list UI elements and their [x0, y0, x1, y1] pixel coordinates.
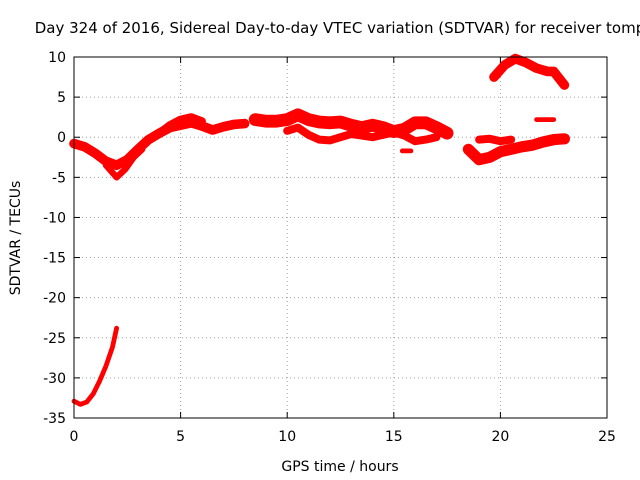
x-tick-label: 15 — [385, 429, 403, 445]
plot-frame — [73, 56, 608, 419]
x-tick-label: 5 — [176, 429, 185, 445]
y-tick-label: -25 — [43, 331, 66, 347]
y-tick-label: -5 — [52, 170, 66, 186]
grid — [74, 57, 607, 418]
y-tick-label: -30 — [43, 371, 66, 387]
series-track-c-dip — [102, 146, 146, 181]
x-tick-label: 0 — [70, 429, 79, 445]
y-tick-label: -10 — [43, 210, 66, 226]
y-tick-label: 5 — [57, 90, 66, 106]
x-axis-label: GPS time / hours — [281, 459, 398, 475]
y-tick-label: 10 — [48, 50, 66, 66]
y-tick-label: 0 — [57, 130, 66, 146]
series-track-g-upper-right — [489, 53, 570, 90]
x-tick-label: 20 — [491, 429, 509, 445]
y-tick-label: -15 — [43, 251, 66, 267]
x-tick-label: 25 — [598, 429, 616, 445]
series-track-d-upper — [155, 113, 206, 138]
y-axis-label: SDTVAR / TECUs — [8, 181, 24, 296]
data-series — [69, 53, 570, 407]
series-track-h-late — [462, 133, 570, 166]
y-tick-label: -20 — [43, 291, 66, 307]
series-track-e-mid — [248, 108, 454, 140]
chart-title: Day 324 of 2016, Sidereal Day-to-day VTE… — [35, 19, 640, 37]
series-track-i-late-upper — [475, 134, 516, 146]
series-track-a-low — [71, 325, 119, 407]
axes-ticks: 0 5 10 15 20 25 -35 -30 -25 -20 -15 -10 -5 0 5 10 — [43, 50, 616, 445]
series-track-f-mid-low — [283, 123, 441, 146]
x-tick-label: 10 — [278, 429, 296, 445]
y-tick-label: -35 — [43, 411, 66, 427]
